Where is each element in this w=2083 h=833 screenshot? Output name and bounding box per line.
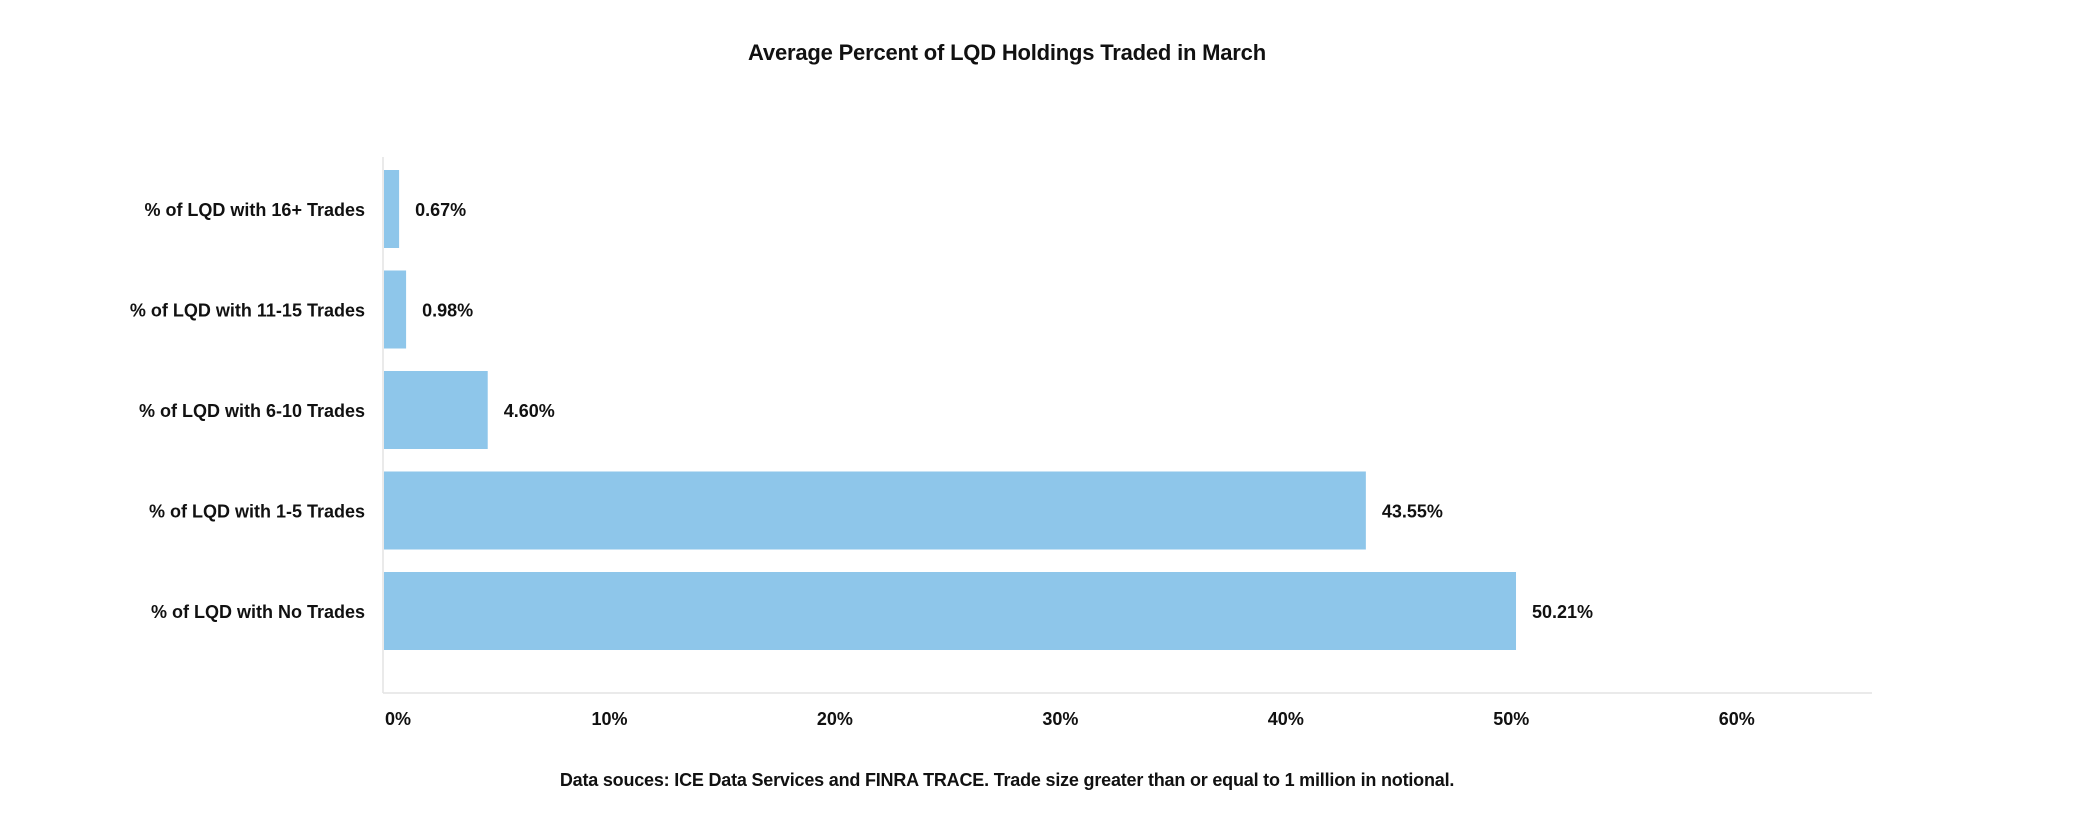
x-tick-label: 0% [385, 709, 411, 729]
chart-title: Average Percent of LQD Holdings Traded i… [748, 40, 1266, 65]
x-tick-label: 40% [1268, 709, 1304, 729]
chart-footnote: Data souces: ICE Data Services and FINRA… [559, 770, 1455, 790]
x-tick-label: 50% [1493, 709, 1529, 729]
category-label: % of LQD with 6-10 Trades [139, 401, 365, 421]
category-label: % of LQD with No Trades [151, 602, 365, 622]
bar [384, 572, 1517, 650]
x-tick-label: 10% [591, 709, 627, 729]
value-label: 4.60% [504, 401, 555, 421]
x-tick-label: 60% [1719, 709, 1755, 729]
category-label: % of LQD with 1-5 Trades [149, 502, 365, 522]
bar [384, 371, 488, 449]
bar [384, 471, 1366, 550]
value-label: 50.21% [1532, 602, 1593, 622]
bar [384, 270, 407, 349]
value-label: 43.55% [1382, 502, 1443, 522]
bar [384, 170, 400, 248]
value-label: 0.67% [415, 200, 466, 220]
x-tick-label: 20% [817, 709, 853, 729]
x-tick-label: 30% [1042, 709, 1078, 729]
category-label: % of LQD with 11-15 Trades [130, 301, 365, 321]
category-label: % of LQD with 16+ Trades [144, 200, 365, 220]
value-label: 0.98% [422, 301, 473, 321]
